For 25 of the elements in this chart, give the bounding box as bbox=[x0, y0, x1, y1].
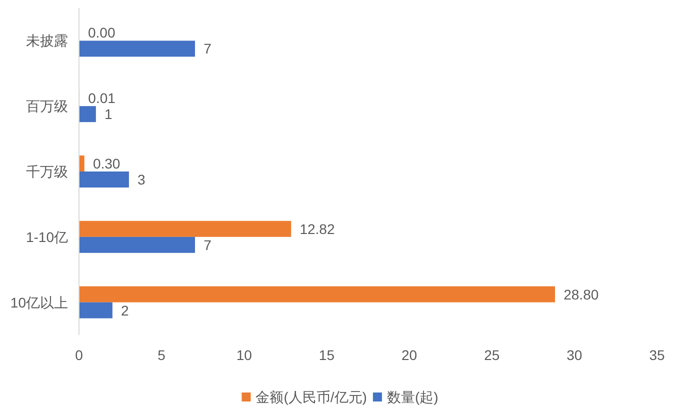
value-label: 7 bbox=[204, 40, 212, 57]
x-tick-label: 20 bbox=[401, 347, 418, 363]
x-tick-label: 25 bbox=[484, 347, 500, 363]
value-label: 12.82 bbox=[300, 220, 335, 237]
value-label: 3 bbox=[138, 172, 146, 188]
value-label: 0.30 bbox=[92, 156, 120, 172]
y-tick-label: 10亿以上 bbox=[10, 294, 68, 310]
value-label: 2 bbox=[121, 302, 129, 318]
legend-label: 金额(人民币/亿元) bbox=[256, 389, 367, 405]
legend-label: 数量(起) bbox=[386, 389, 438, 405]
value-label: 1 bbox=[104, 106, 112, 122]
y-tick-label: 百万级 bbox=[26, 98, 68, 114]
x-tick-label: 15 bbox=[318, 347, 335, 363]
x-tick-label: 5 bbox=[158, 347, 166, 363]
y-tick-label: 千万级 bbox=[26, 164, 68, 180]
y-tick-label: 1-10亿 bbox=[26, 228, 68, 245]
x-tick-label: 0 bbox=[75, 347, 84, 363]
x-tick-label: 35 bbox=[649, 347, 665, 363]
value-label: 28.80 bbox=[564, 286, 599, 302]
value-label: 0.01 bbox=[88, 90, 116, 106]
x-tick-label: 30 bbox=[566, 347, 582, 363]
x-tick-label: 10 bbox=[236, 347, 252, 363]
value-label: 0.00 bbox=[88, 24, 116, 41]
y-tick-label: 未披露 bbox=[26, 32, 68, 49]
value-label: 7 bbox=[204, 236, 212, 253]
